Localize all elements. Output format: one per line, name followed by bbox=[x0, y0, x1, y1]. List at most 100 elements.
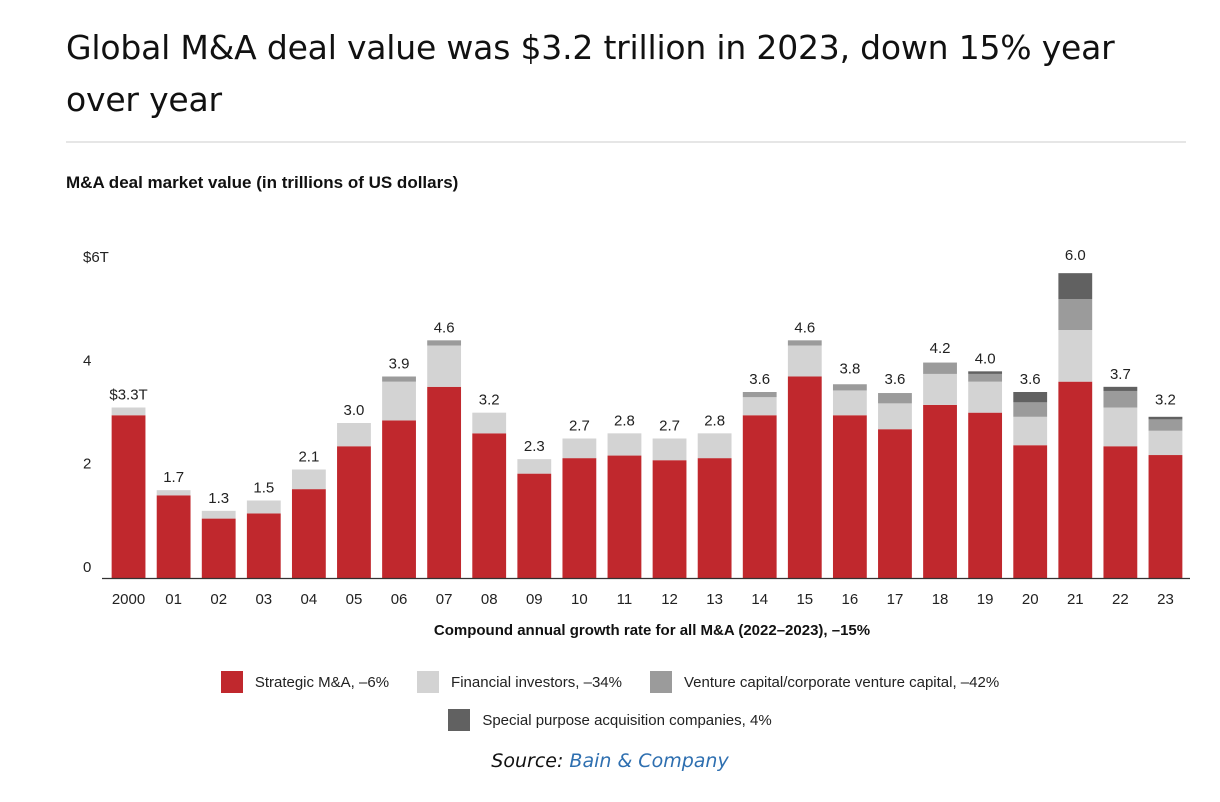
bar-segment bbox=[472, 412, 507, 434]
x-tick-label: 09 bbox=[526, 591, 543, 608]
bar-segment bbox=[1148, 455, 1183, 578]
divider bbox=[66, 141, 1186, 143]
legend-label: Special purpose acquisition companies, 4… bbox=[482, 711, 772, 729]
legend-label: Financial investors, –34% bbox=[451, 673, 622, 691]
y-tick-label: 4 bbox=[83, 352, 91, 369]
x-axis-ticks: 2000 01 02 03 04 05 06 07 08 09 10 11 12 13 14 15 16 17 18… bbox=[112, 591, 1174, 608]
legend-swatch bbox=[448, 709, 471, 731]
y-tick-label: 2 bbox=[83, 456, 91, 473]
total-labels: $3.3T 1.7 1.3 1.5 2.1 3.0 3.9 4.6 3.2 2.3 2.7 2.8 2.… bbox=[109, 247, 1176, 507]
bar-segment bbox=[1103, 446, 1138, 578]
x-tick-label: 10 bbox=[571, 591, 588, 608]
legend-swatch bbox=[220, 671, 243, 693]
bar-segment bbox=[382, 420, 416, 578]
legend-row-2: Special purpose acquisition companies, 4… bbox=[0, 709, 1220, 731]
total-label: 1.3 bbox=[208, 490, 229, 507]
bar-segment bbox=[517, 459, 552, 474]
total-label: 2.7 bbox=[569, 418, 590, 435]
x-tick-label: 19 bbox=[977, 591, 994, 608]
bar-segment bbox=[246, 513, 281, 578]
x-tick-label: 11 bbox=[617, 591, 633, 608]
source-label: Source: bbox=[491, 750, 564, 772]
y-tick-label: 0 bbox=[83, 559, 91, 576]
bars bbox=[111, 273, 1183, 578]
x-tick-label: 04 bbox=[301, 591, 318, 608]
bar-segment bbox=[652, 438, 687, 461]
bar-segment bbox=[1148, 419, 1183, 431]
bar-segment bbox=[1103, 390, 1138, 408]
total-label: 2.8 bbox=[704, 412, 725, 429]
bar-segment bbox=[382, 381, 416, 421]
legend-item-spac: Special purpose acquisition companies, 4… bbox=[448, 709, 772, 731]
total-label: 4.6 bbox=[794, 319, 815, 336]
bar-segment bbox=[923, 404, 957, 578]
bar-segment bbox=[1103, 386, 1138, 391]
bar-segment bbox=[1148, 416, 1183, 420]
x-tick-label: 01 bbox=[165, 591, 182, 608]
x-tick-label: 20 bbox=[1022, 591, 1039, 608]
source-link[interactable]: Bain & Company bbox=[569, 750, 729, 772]
chart-title: M&A deal market value (in trillions of U… bbox=[66, 173, 459, 192]
bar-segment bbox=[291, 489, 326, 578]
bar-segment bbox=[832, 415, 867, 578]
x-tick-label: 17 bbox=[887, 591, 904, 608]
total-label: 3.6 bbox=[749, 371, 770, 388]
bar-segment bbox=[968, 412, 1003, 578]
bar-segment bbox=[1058, 299, 1093, 330]
bar-segment bbox=[968, 381, 1003, 413]
bar-segment bbox=[427, 386, 462, 578]
total-label: 4.0 bbox=[975, 350, 996, 367]
bar-segment bbox=[878, 403, 912, 430]
x-tick-label: 2000 bbox=[112, 591, 145, 608]
total-label: 2.7 bbox=[659, 418, 680, 435]
total-label: 6.0 bbox=[1065, 247, 1086, 264]
bar-segment bbox=[156, 495, 191, 578]
total-label: 3.2 bbox=[1155, 392, 1176, 409]
total-label: 3.9 bbox=[389, 356, 410, 373]
bar-segment bbox=[1013, 416, 1048, 446]
total-label: 2.8 bbox=[614, 412, 635, 429]
bar-segment bbox=[472, 433, 507, 578]
x-tick-label: 02 bbox=[210, 591, 227, 608]
x-tick-label: 22 bbox=[1112, 591, 1129, 608]
total-label: 1.5 bbox=[253, 480, 274, 497]
bar-segment bbox=[968, 371, 1003, 374]
x-axis-label: Compound annual growth rate for all M&A … bbox=[434, 622, 870, 639]
bar-segment bbox=[156, 490, 191, 496]
total-label: 2.1 bbox=[298, 449, 319, 466]
x-tick-label: 18 bbox=[932, 591, 949, 608]
stacked-bar-chart: 024$6T $3.3T1.71.31.52.13.03.94.63.22.32… bbox=[83, 247, 1190, 639]
total-label: 4.2 bbox=[930, 340, 951, 357]
bar-segment bbox=[832, 390, 867, 416]
legend-row-1: Strategic M&A, –6% Financial investors, … bbox=[0, 671, 1220, 693]
bar-segment bbox=[1013, 392, 1048, 403]
total-label: 3.8 bbox=[839, 361, 860, 378]
bar-segment bbox=[742, 415, 777, 578]
total-label: 3.2 bbox=[479, 392, 500, 409]
x-tick-label: 07 bbox=[436, 591, 453, 608]
page-title: Global M&A deal value was $3.2 trillion … bbox=[66, 28, 1115, 119]
bar-segment bbox=[427, 340, 462, 346]
bar-segment bbox=[878, 393, 912, 404]
x-tick-label: 16 bbox=[842, 591, 859, 608]
bar-segment bbox=[111, 415, 146, 578]
legend-label: Venture capital/corporate venture capita… bbox=[683, 673, 1000, 691]
bar-segment bbox=[201, 518, 236, 578]
total-label: 2.3 bbox=[524, 438, 545, 455]
bar-segment bbox=[1013, 445, 1048, 578]
y-tick-label: $6T bbox=[83, 249, 109, 266]
bar-segment bbox=[201, 510, 236, 519]
total-label: 3.6 bbox=[885, 371, 906, 388]
bar-segment bbox=[382, 376, 416, 382]
bar-segment bbox=[517, 473, 552, 578]
x-tick-label: 14 bbox=[751, 591, 768, 608]
bar-segment bbox=[652, 460, 687, 578]
total-label: $3.3T bbox=[109, 387, 147, 404]
total-label: 3.6 bbox=[1020, 371, 1041, 388]
bar-segment bbox=[1103, 407, 1138, 447]
legend-item-financial: Financial investors, –34% bbox=[417, 671, 622, 693]
total-label: 3.7 bbox=[1110, 366, 1131, 383]
x-tick-label: 08 bbox=[481, 591, 498, 608]
bar-segment bbox=[427, 345, 462, 387]
bar-segment bbox=[607, 455, 642, 578]
